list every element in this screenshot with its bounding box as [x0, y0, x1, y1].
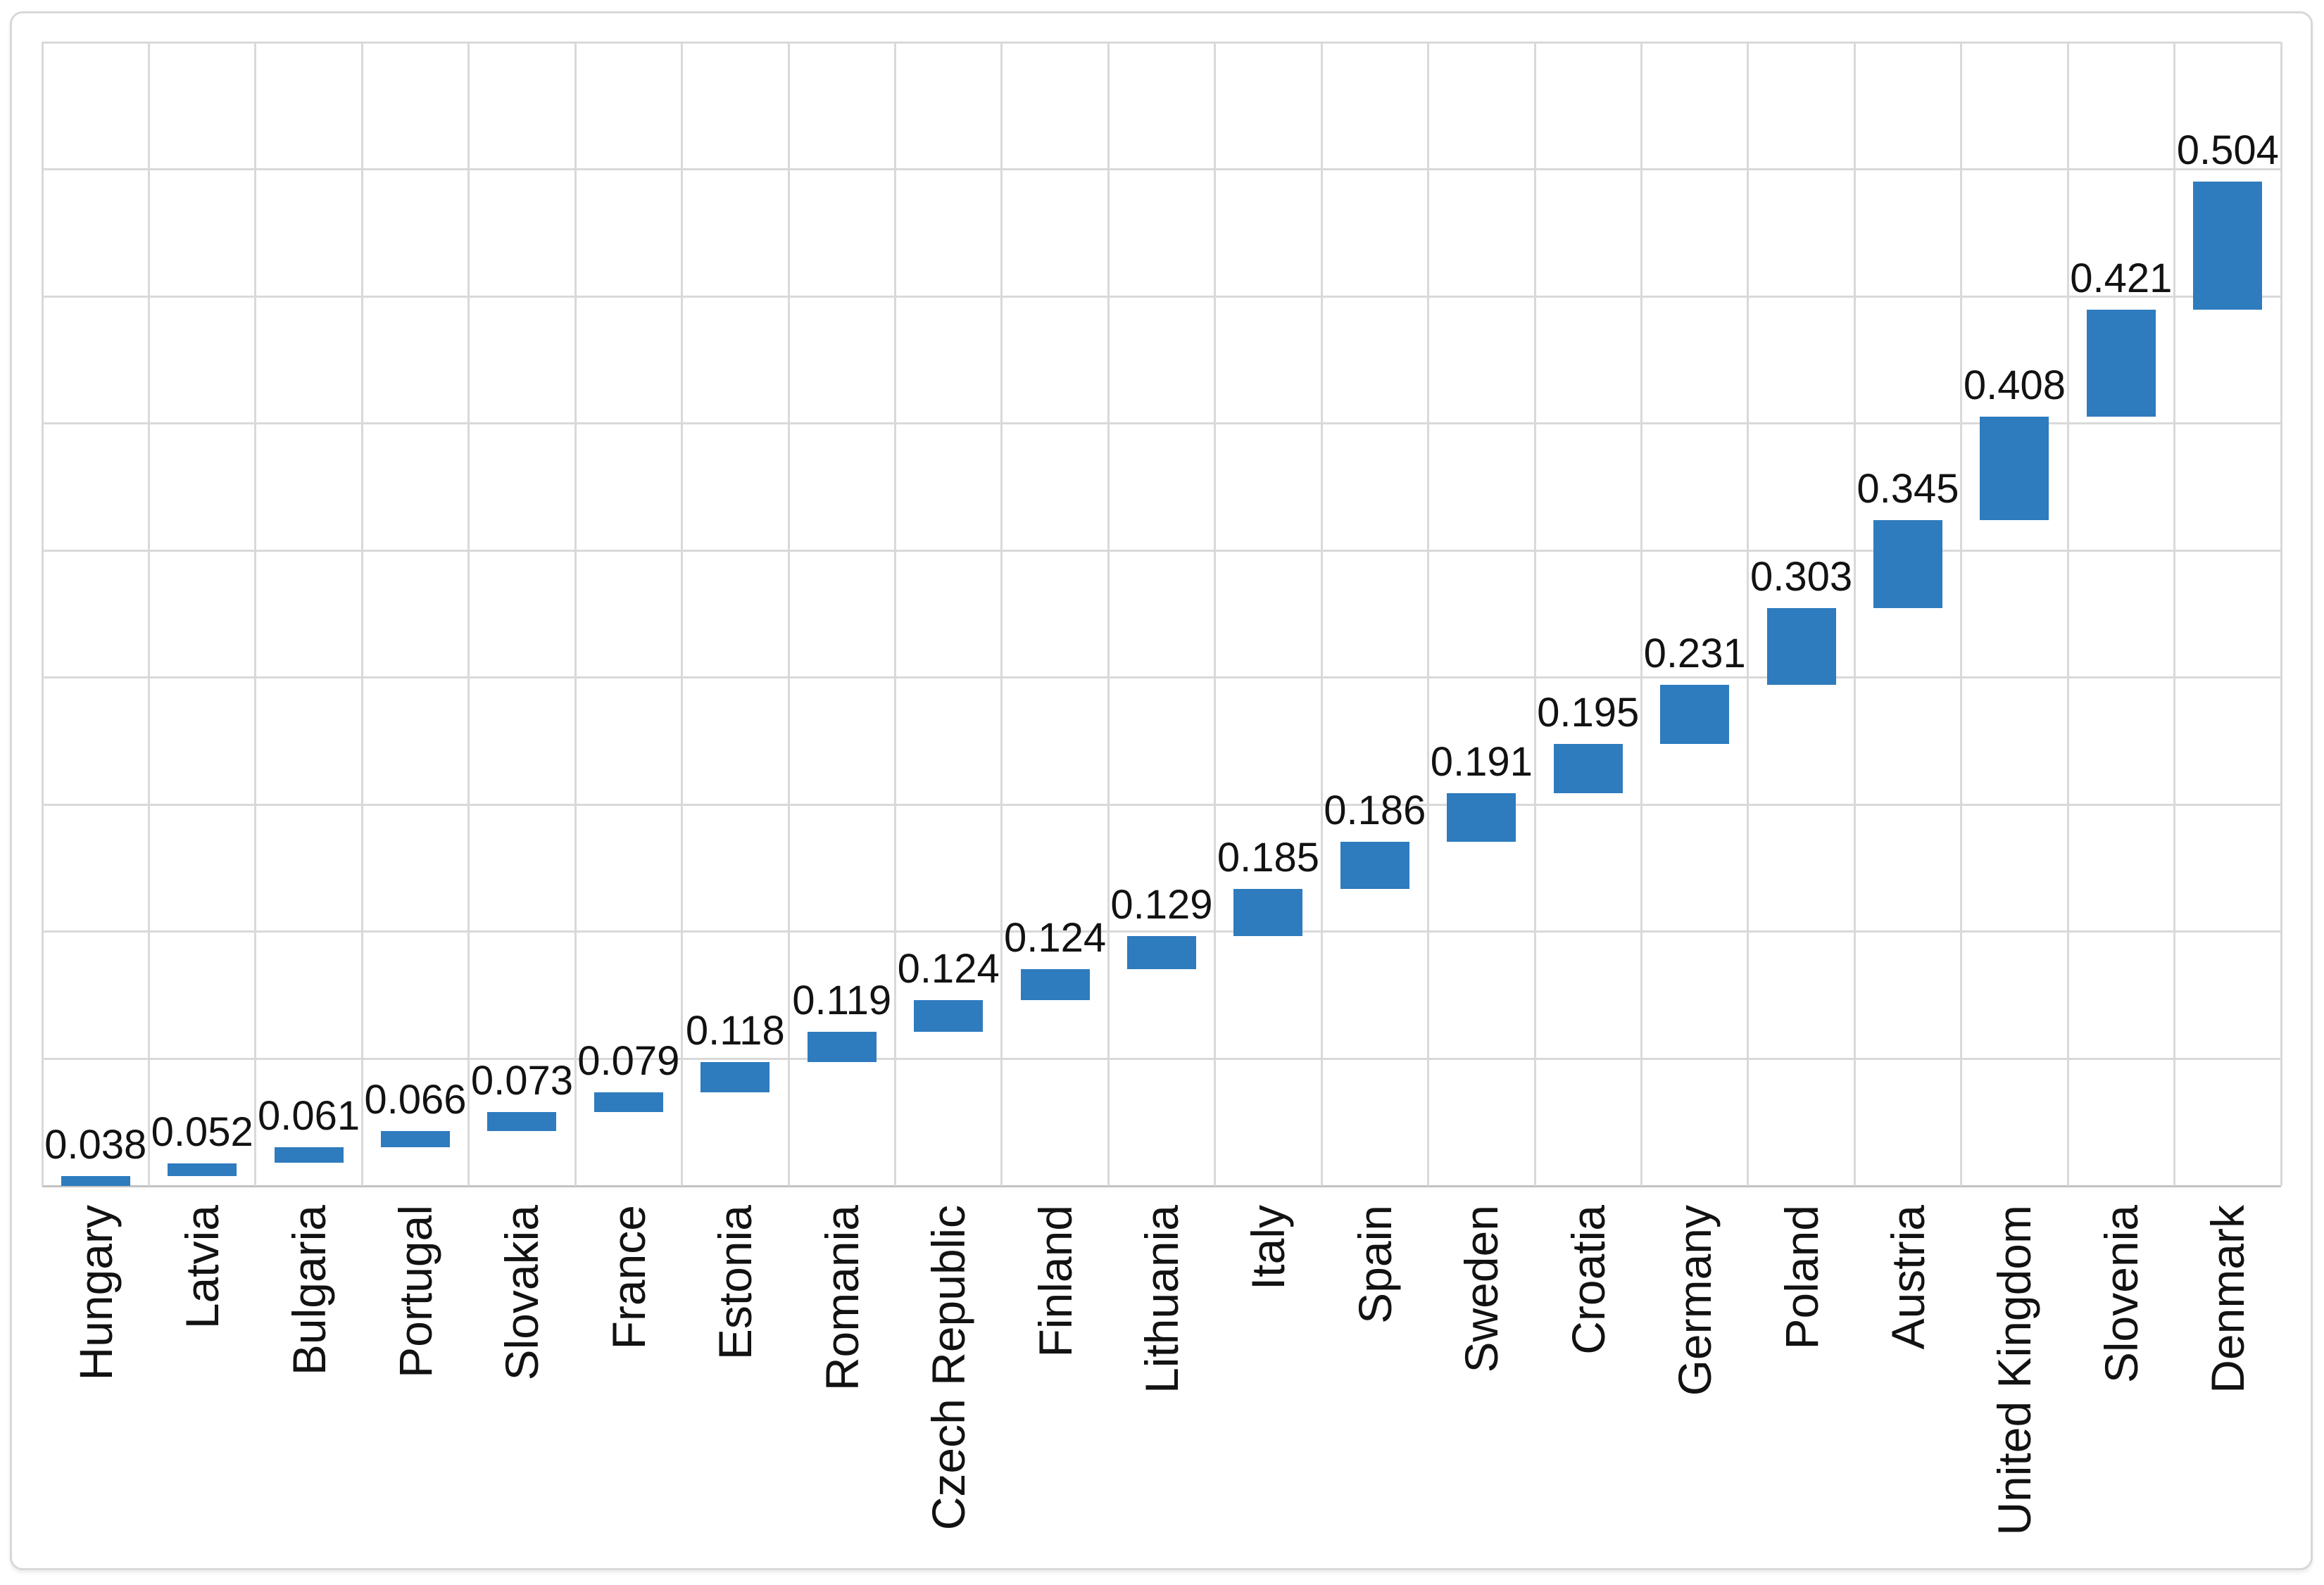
bar-italy[interactable] — [1233, 889, 1303, 937]
h-gridline — [42, 930, 2281, 933]
data-label-france: 0.079 — [577, 1037, 680, 1084]
x-axis-label-romania: Romania — [815, 1205, 868, 1391]
data-label-hungary: 0.038 — [44, 1122, 147, 1168]
v-gridline — [2280, 42, 2282, 1186]
h-gridline — [42, 422, 2281, 425]
v-gridline — [147, 42, 150, 1186]
data-label-finland: 0.124 — [1003, 914, 1107, 961]
bar-latvia[interactable] — [168, 1163, 237, 1177]
v-gridline — [1533, 42, 1536, 1186]
x-axis-line — [42, 1185, 2281, 1187]
v-gridline — [681, 42, 684, 1186]
plot-area: 0.038 0.052 0.061 0.066 0.073 0.079 0.118 0.119… — [41, 41, 2282, 1187]
x-axis-label-slovakia: Slovakia — [496, 1205, 548, 1381]
h-gridline — [42, 41, 2281, 44]
x-axis-label-austria: Austria — [1882, 1205, 1934, 1350]
h-gridline — [42, 295, 2281, 298]
x-axis-label-poland: Poland — [1775, 1205, 1828, 1350]
data-label-czech-republic: 0.124 — [897, 946, 1000, 992]
v-gridline — [574, 42, 577, 1186]
bar-germany[interactable] — [1660, 685, 1730, 744]
v-gridline — [254, 42, 257, 1186]
data-label-spain: 0.186 — [1324, 788, 1426, 834]
v-gridline — [1427, 42, 1430, 1186]
x-axis-label-finland: Finland — [1029, 1205, 1081, 1358]
bar-croatia[interactable] — [1553, 743, 1623, 794]
data-label-sweden: 0.191 — [1430, 739, 1533, 785]
v-gridline — [1853, 42, 1856, 1186]
bar-france[interactable] — [593, 1092, 663, 1113]
data-label-croatia: 0.195 — [1537, 689, 1640, 735]
h-gridline — [42, 803, 2281, 806]
v-gridline — [2173, 42, 2176, 1186]
x-axis-label-spain: Spain — [1348, 1205, 1401, 1324]
x-axis-label-portugal: Portugal — [389, 1205, 441, 1378]
bar-finland[interactable] — [1020, 968, 1090, 1001]
v-gridline — [787, 42, 790, 1186]
v-gridline — [1747, 42, 1750, 1186]
bar-lithuania[interactable] — [1127, 936, 1196, 969]
bar-slovenia[interactable] — [2086, 309, 2156, 417]
x-axis-label-bulgaria: Bulgaria — [282, 1205, 335, 1376]
data-label-poland: 0.303 — [1750, 553, 1853, 600]
x-axis-label-italy: Italy — [1242, 1205, 1295, 1291]
bar-slovakia[interactable] — [487, 1112, 557, 1131]
x-axis-label-germany: Germany — [1669, 1205, 1721, 1396]
v-gridline — [467, 42, 470, 1186]
data-label-united-kingdom: 0.408 — [1963, 362, 2066, 408]
bar-portugal[interactable] — [381, 1130, 450, 1148]
x-axis-label-latvia: Latvia — [176, 1205, 229, 1330]
bar-austria[interactable] — [1873, 520, 1942, 608]
bar-poland[interactable] — [1766, 607, 1836, 686]
v-gridline — [1214, 42, 1217, 1186]
data-label-estonia: 0.118 — [685, 1008, 785, 1054]
bar-czech-republic[interactable] — [914, 1000, 984, 1033]
x-axis-label-lithuania: Lithuania — [1136, 1205, 1188, 1394]
data-label-latvia: 0.052 — [151, 1109, 253, 1155]
data-label-slovenia: 0.421 — [2070, 255, 2173, 301]
x-axis-label-slovenia: Slovenia — [2094, 1205, 2147, 1384]
x-axis-label-hungary: Hungary — [69, 1205, 122, 1381]
x-axis-label-croatia: Croatia — [1562, 1205, 1614, 1355]
data-label-italy: 0.185 — [1217, 835, 1319, 881]
bar-hungary[interactable] — [61, 1176, 130, 1186]
x-axis-label-estonia: Estonia — [709, 1205, 762, 1360]
x-axis-label-czech-republic: Czech Republic — [922, 1205, 975, 1531]
v-gridline — [1640, 42, 1642, 1186]
h-gridline — [42, 676, 2281, 679]
v-gridline — [1000, 42, 1003, 1186]
data-label-slovakia: 0.073 — [470, 1058, 573, 1104]
data-label-portugal: 0.066 — [364, 1076, 467, 1123]
v-gridline — [893, 42, 896, 1186]
v-gridline — [41, 42, 44, 1186]
v-gridline — [360, 42, 363, 1186]
bar-sweden[interactable] — [1447, 793, 1516, 842]
bar-united-kingdom[interactable] — [1980, 416, 2049, 521]
h-gridline — [42, 168, 2281, 171]
data-label-denmark: 0.504 — [2176, 127, 2279, 173]
bar-denmark[interactable] — [2193, 181, 2263, 310]
v-gridline — [1320, 42, 1323, 1186]
x-axis-label-united-kingdom: United Kingdom — [1988, 1205, 2041, 1536]
x-axis-label-sweden: Sweden — [1455, 1205, 1508, 1373]
h-gridline — [42, 549, 2281, 552]
bar-estonia[interactable] — [701, 1062, 770, 1092]
data-label-romania: 0.119 — [792, 978, 892, 1024]
chart-outer-border — [10, 11, 2313, 1570]
data-label-austria: 0.345 — [1857, 466, 1959, 512]
data-label-germany: 0.231 — [1643, 631, 1746, 677]
v-gridline — [1107, 42, 1110, 1186]
h-gridline — [42, 1057, 2281, 1060]
data-label-bulgaria: 0.061 — [257, 1093, 360, 1139]
bar-bulgaria[interactable] — [274, 1147, 344, 1163]
bar-romania[interactable] — [807, 1032, 877, 1063]
x-axis-label-france: France — [602, 1205, 655, 1350]
x-axis-label-denmark: Denmark — [2201, 1205, 2254, 1394]
v-gridline — [2066, 42, 2069, 1186]
bar-spain[interactable] — [1340, 842, 1409, 890]
v-gridline — [1960, 42, 1963, 1186]
data-label-lithuania: 0.129 — [1110, 882, 1213, 928]
